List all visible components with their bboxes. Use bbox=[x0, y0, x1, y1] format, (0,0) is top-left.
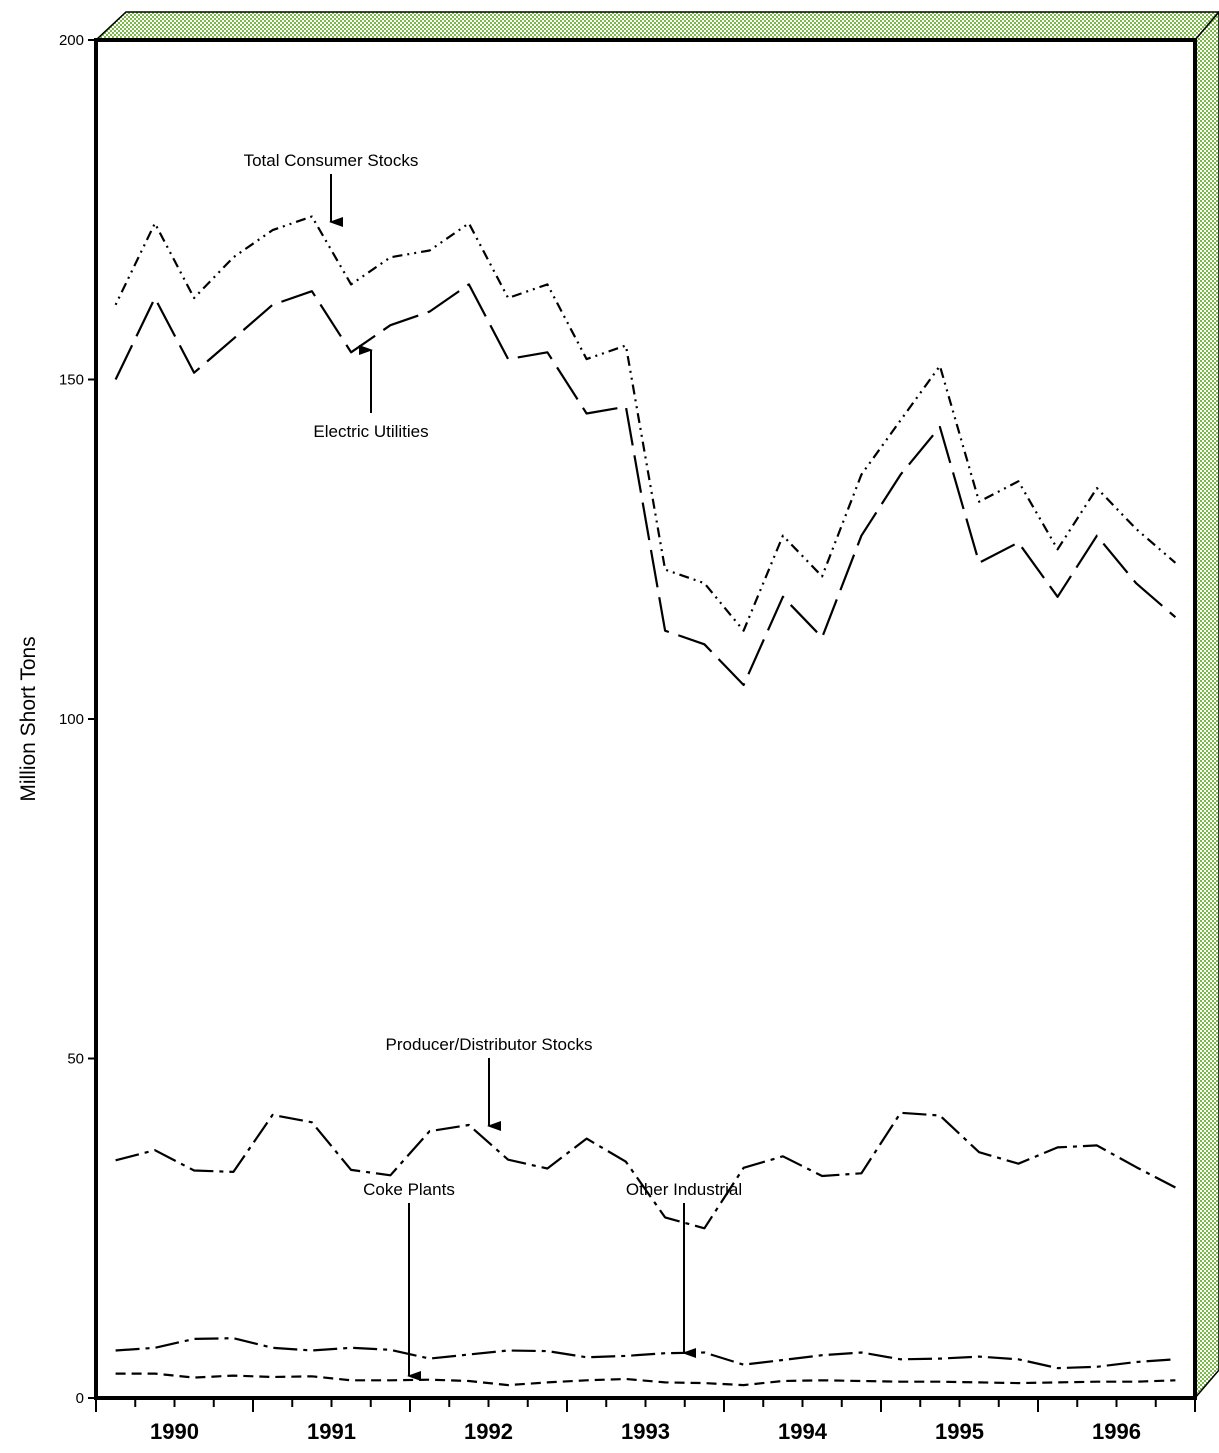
frame-top-bevel bbox=[94, 11, 1219, 41]
annotation-label: Coke Plants bbox=[363, 1180, 455, 1199]
x-tick-label: 1992 bbox=[464, 1419, 513, 1444]
y-tick-label: 150 bbox=[59, 372, 84, 389]
frame-right-bevel bbox=[1194, 10, 1219, 1401]
data-series bbox=[114, 215, 1177, 1387]
annotation-label: Producer/Distributor Stocks bbox=[386, 1035, 593, 1054]
x-tick-label: 1991 bbox=[307, 1419, 356, 1444]
y-tick-label: 0 bbox=[76, 1390, 84, 1407]
series-line-1 bbox=[114, 283, 1177, 687]
x-tick-label: 1993 bbox=[621, 1419, 670, 1444]
x-tick-label: 1990 bbox=[150, 1419, 199, 1444]
series-line-0 bbox=[114, 215, 1177, 632]
series-line-4 bbox=[115, 1372, 1176, 1387]
annotation-label: Electric Utilities bbox=[313, 422, 428, 441]
x-tick-label: 1996 bbox=[1092, 1419, 1141, 1444]
plot-area bbox=[94, 38, 1197, 1400]
series-line-3 bbox=[115, 1337, 1176, 1370]
y-tick-label: 200 bbox=[59, 32, 84, 49]
y-tick-label: 100 bbox=[59, 711, 84, 728]
series-line-2 bbox=[115, 1111, 1176, 1230]
annotation-label: Total Consumer Stocks bbox=[244, 151, 419, 170]
y-axis-label: Million Short Tons bbox=[17, 636, 40, 801]
axis-ticks: 0 50 100 150 200 1990 1991 1992 1993 1994 1995 1996 bbox=[59, 32, 1196, 1444]
y-tick-label: 50 bbox=[67, 1051, 84, 1068]
annotation-label: Other Industrial bbox=[626, 1180, 742, 1199]
x-tick-label: 1995 bbox=[935, 1419, 984, 1444]
x-tick-label: 1994 bbox=[778, 1419, 828, 1444]
annotations: Total Consumer Stocks Electric Utilities P… bbox=[244, 151, 742, 1381]
